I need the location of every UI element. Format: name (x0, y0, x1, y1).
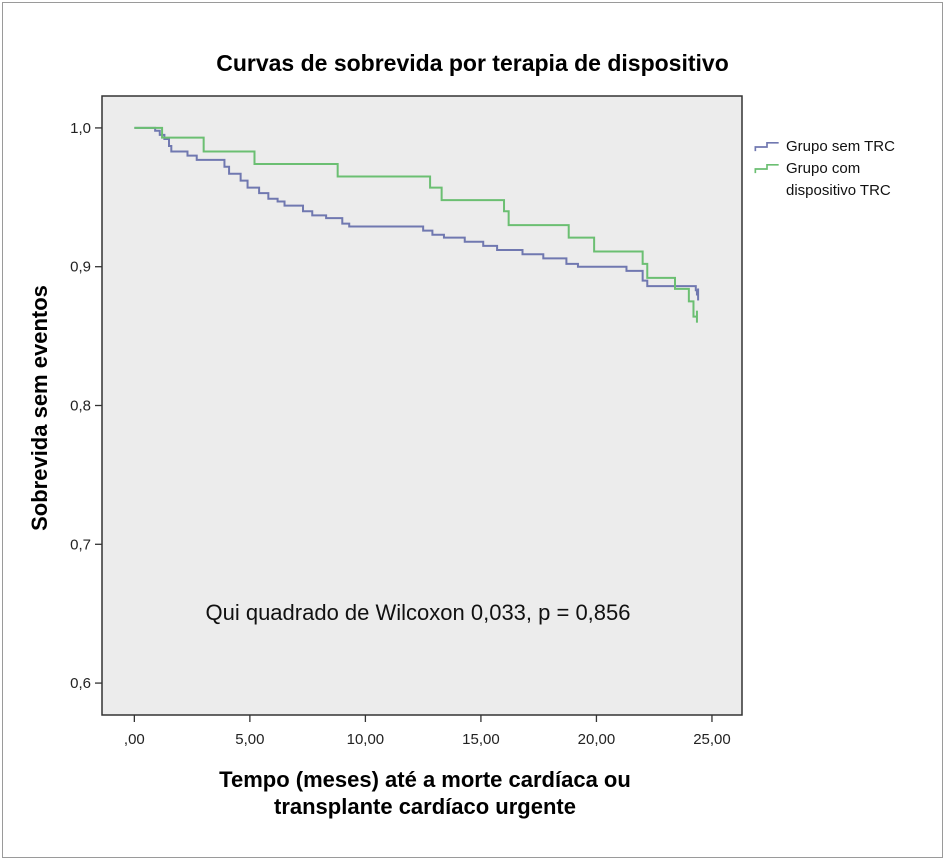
legend-item-com-trc: Grupo com dispositivo TRC (752, 158, 906, 202)
x-tick-label: 25,00 (693, 731, 731, 748)
y-tick-label: 0,6 (70, 675, 91, 692)
plot-area (101, 95, 743, 716)
x-axis-ticks: ,00 5,00 10,00 15,00 20,00 25,00 (124, 715, 731, 748)
wilcoxon-annotation: Qui quadrado de Wilcoxon 0,033, p = 0,85… (205, 600, 630, 625)
x-tick-label: 15,00 (462, 731, 500, 748)
x-tick-label: 10,00 (347, 731, 385, 748)
y-tick-label: 0,9 (70, 259, 91, 276)
legend-swatch-com-trc (754, 164, 779, 174)
legend-label-sem-trc: Grupo sem TRC (786, 138, 895, 155)
legend-swatch-sem-trc (754, 142, 779, 152)
legend-label-com-trc: Grupo com dispositivo TRC (786, 160, 891, 199)
x-tick-label: 5,00 (235, 731, 264, 748)
chart-title: Curvas de sobrevida por terapia de dispo… (216, 50, 729, 76)
x-axis-label-line-2: transplante cardíaco urgente (274, 794, 576, 819)
y-tick-label: 1,0 (70, 120, 91, 137)
legend-item-sem-trc: Grupo sem TRC (752, 136, 906, 158)
series-line-sem-trc (134, 126, 699, 296)
x-axis-label-line-1: Tempo (meses) até a morte cardíaca ou (219, 767, 631, 792)
y-tick-label: 0,8 (70, 398, 91, 415)
series-lines (134, 126, 700, 323)
x-tick-label: 20,00 (578, 731, 616, 748)
x-tick-label: ,00 (124, 731, 145, 748)
x-axis-label: Tempo (meses) até a morte cardíaca ou tr… (160, 766, 690, 820)
series-line-com-trc (134, 126, 697, 318)
y-axis-ticks: 0,6 0,7 0,8 0,9 1,0 (70, 120, 102, 692)
legend: Grupo sem TRC Grupo com dispositivo TRC (752, 136, 906, 202)
y-tick-label: 0,7 (70, 536, 91, 553)
